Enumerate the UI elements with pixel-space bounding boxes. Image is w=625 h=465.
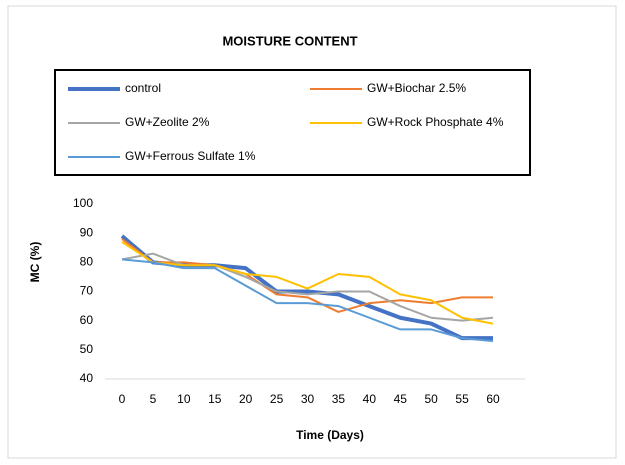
x-tick-label: 30: [301, 392, 315, 406]
legend-label: GW+Ferrous Sulfate 1%: [125, 149, 256, 163]
x-tick-label: 45: [394, 392, 408, 406]
series-line: [121, 258, 494, 343]
y-axis-label: MC (%): [28, 242, 42, 283]
chart-title: MOISTURE CONTENT: [222, 33, 357, 48]
y-tick-label: 90: [80, 225, 94, 239]
x-tick-label: 55: [455, 392, 469, 406]
x-tick-label: 60: [486, 392, 500, 406]
x-tick-label: 20: [239, 392, 253, 406]
y-tick-label: 70: [80, 284, 94, 298]
x-tick-label: 25: [270, 392, 284, 406]
legend-label: GW+Zeolite 2%: [125, 115, 210, 129]
x-tick-label: 15: [208, 392, 222, 406]
y-tick-label: 40: [80, 371, 94, 385]
legend-label: GW+Biochar 2.5%: [367, 81, 466, 95]
x-tick-label: 50: [424, 392, 438, 406]
x-tick-label: 5: [150, 392, 157, 406]
legend-box: [54, 69, 531, 176]
x-tick-label: 40: [363, 392, 377, 406]
legend-label: GW+Rock Phosphate 4%: [367, 115, 504, 129]
series-line: [121, 238, 493, 313]
series-line: [121, 241, 494, 325]
legend-label: control: [125, 81, 161, 95]
x-tick-label: 35: [332, 392, 346, 406]
x-axis-label: Time (Days): [296, 428, 364, 442]
y-tick-label: 60: [80, 313, 94, 327]
y-tick-label: 80: [80, 255, 94, 269]
x-tick-label: 10: [177, 392, 191, 406]
y-tick-label: 100: [73, 196, 93, 210]
chart-border: [7, 5, 617, 459]
x-tick-label: 0: [119, 392, 126, 406]
y-tick-label: 50: [80, 342, 94, 356]
